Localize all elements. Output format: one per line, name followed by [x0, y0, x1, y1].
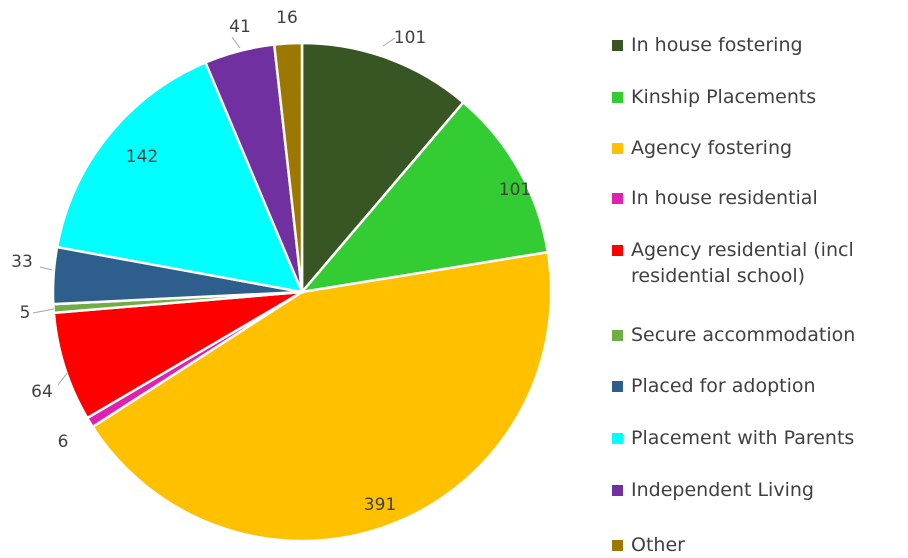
- data-label: 6: [58, 432, 69, 452]
- legend-label: Kinship Placements: [631, 86, 817, 108]
- legend-item: Agency fostering: [612, 135, 902, 161]
- legend-label: Secure accommodation: [631, 324, 856, 346]
- legend-label: In house fostering: [631, 34, 803, 56]
- legend-item: In house fostering: [612, 32, 902, 58]
- pie-slice: [298, 100, 550, 294]
- legend-label: Other: [631, 534, 685, 556]
- data-label: 64: [31, 382, 53, 402]
- pie-slice: [52, 290, 303, 420]
- legend-label: Placed for adoption: [631, 375, 816, 397]
- pie-slice: [55, 60, 305, 294]
- legend-swatch: [612, 40, 623, 51]
- legend-label: Placement with Parents: [631, 427, 855, 449]
- legend-label: Agency fostering: [631, 137, 793, 159]
- legend-swatch: [612, 433, 623, 444]
- leader-line: [382, 37, 396, 47]
- legend-item: Other: [612, 532, 902, 558]
- data-label: 16: [276, 8, 298, 28]
- data-label: 391: [364, 495, 396, 515]
- legend-label: Independent Living: [631, 479, 814, 501]
- pie-slice: [90, 250, 553, 543]
- legend-swatch: [612, 245, 623, 256]
- data-label: 5: [20, 303, 31, 323]
- legend-item: Placement with Parents: [612, 425, 902, 451]
- legend-item: Placed for adoption: [612, 373, 902, 399]
- legend-swatch: [612, 143, 623, 154]
- leader-line: [39, 266, 53, 271]
- legend-label: Agency residential (incl residential sch…: [631, 239, 854, 287]
- legend-swatch: [612, 330, 623, 341]
- leader-line: [57, 371, 69, 386]
- pie-slice: [300, 41, 466, 296]
- legend-item: Secure accommodation: [612, 322, 902, 348]
- legend-item: In house residential: [612, 185, 902, 211]
- legend-swatch: [612, 485, 623, 496]
- data-label: 101: [499, 180, 531, 200]
- legend-item: Agency residential (incl residential sch…: [612, 237, 902, 289]
- leader-line: [32, 308, 55, 314]
- pie-slice: [272, 41, 304, 293]
- legend-item: Independent Living: [612, 477, 902, 503]
- legend-swatch: [612, 540, 623, 551]
- legend-swatch: [612, 381, 623, 392]
- leader-line: [231, 36, 241, 49]
- data-label: 41: [229, 17, 251, 37]
- data-label: 142: [126, 147, 158, 167]
- legend-item: Kinship Placements: [612, 84, 902, 110]
- legend-swatch: [612, 92, 623, 103]
- legend-swatch: [612, 193, 623, 204]
- data-label: 101: [394, 28, 426, 48]
- data-label: 33: [11, 252, 33, 272]
- legend-label: In house residential: [631, 187, 818, 209]
